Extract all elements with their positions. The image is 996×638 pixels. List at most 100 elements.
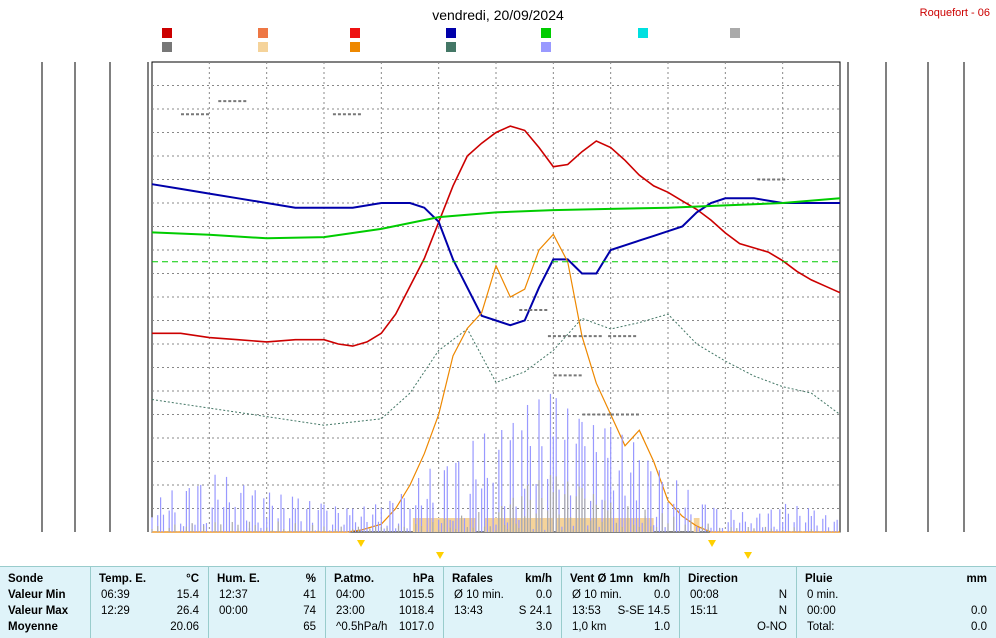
stats-header-name: Vent Ø 1mn: [570, 573, 634, 585]
stats-time: ^0.5hPa/h: [336, 621, 388, 633]
stats-row: 12:29 26.4: [91, 603, 209, 619]
stats-row: Total: 0.0: [797, 619, 996, 635]
stats-value: 0.0: [536, 589, 552, 601]
stats-header: Hum. E.%: [209, 571, 326, 587]
stats-time: Ø 10 min.: [572, 589, 622, 601]
stats-value: 41: [303, 589, 316, 601]
stats-header: P.atmo. hPa: [326, 571, 444, 587]
legend-swatch: [350, 28, 360, 38]
stats-time: 00:00: [807, 605, 836, 617]
stats-column: Direction 00:08 N 15:11 N O-NO: [679, 567, 797, 638]
stats-header-name: Temp. E.: [99, 573, 147, 585]
marker-triangle: [436, 552, 444, 559]
legend-swatch: [541, 42, 551, 52]
stats-value: 0.0: [971, 621, 987, 633]
stats-value: N: [778, 589, 787, 601]
stats-header: Sonde: [0, 571, 90, 587]
stats-value: 1.0: [654, 621, 670, 633]
stats-time: 1,0 km: [572, 621, 607, 633]
legend-swatch: [446, 28, 456, 38]
stats-header: Rafales km/h: [444, 571, 562, 587]
stats-header-unit: km/h: [643, 573, 670, 585]
series-lines: [151, 100, 841, 533]
legend-swatch: [258, 42, 268, 52]
weather-chart: vendredi, 20/09/2024 Roquefort - 06: [41, 7, 990, 559]
stats-header-name: Sonde: [8, 573, 44, 585]
stats-header-unit: °C: [186, 573, 199, 585]
stats-row-label: Valeur Max: [8, 605, 69, 617]
stats-time: 00:00: [219, 605, 248, 617]
marker-triangle: [357, 540, 365, 547]
stats-header-name: P.atmo.: [334, 573, 375, 585]
stats-value: 65: [303, 621, 316, 633]
stats-header-name: Direction: [688, 573, 738, 585]
stats-value: 15.4: [176, 589, 199, 601]
legend-swatch: [446, 42, 456, 52]
stats-row: 04:00 1015.5: [326, 587, 444, 603]
chart-title: vendredi, 20/09/2024: [432, 7, 564, 23]
stats-row: ^0.5hPa/h 1017.0: [326, 619, 444, 635]
stats-time: 0 min.: [807, 589, 839, 601]
stats-row: O-NO: [680, 619, 797, 635]
stats-column: Rafales km/h Ø 10 min. 0.0 13:43 S 24.1 3.0: [443, 567, 562, 638]
series-line: [151, 183, 840, 327]
stats-row: 12:37 41: [209, 587, 326, 603]
stats-value: 3.0: [536, 621, 552, 633]
stats-row: 20.06: [91, 619, 209, 635]
stats-header-name: Pluie: [805, 573, 833, 585]
legend-swatch: [730, 28, 740, 38]
stats-column: Hum. E.% 12:37 41 00:00 74 65: [208, 567, 326, 638]
stats-header-unit: km/h: [525, 573, 552, 585]
stats-row: 1,0 km 1.0: [562, 619, 680, 635]
time-markers: [357, 540, 752, 559]
stats-row: 3.0: [444, 619, 562, 635]
series-line: [152, 233, 840, 533]
legend-swatch: [350, 42, 360, 52]
stats-value: 0.0: [654, 589, 670, 601]
station-name: Roquefort - 06: [920, 7, 990, 19]
stats-panel: Sonde Valeur Min Valeur Max Moyenne Temp. E.…: [0, 566, 996, 638]
legend-swatch: [162, 42, 172, 52]
stats-time: Ø 10 min.: [454, 589, 504, 601]
stats-value: S 24.1: [518, 605, 552, 617]
series-line: [151, 197, 841, 240]
stats-header: Direction: [680, 571, 797, 587]
stats-value: 26.4: [176, 605, 199, 617]
sunshine-bar: [458, 518, 476, 532]
stats-value: 0.0: [971, 605, 987, 617]
marker-triangle: [744, 552, 752, 559]
legend-swatch: [638, 28, 648, 38]
stats-value: 20.06: [170, 621, 199, 633]
stats-time: Total:: [807, 621, 835, 633]
stats-value: 74: [303, 605, 316, 617]
stats-header: Pluie mm: [797, 571, 996, 587]
stats-value: N: [778, 605, 787, 617]
axes: [41, 62, 965, 532]
sunshine-bar: [412, 518, 459, 532]
stats-row-label: Valeur Min: [8, 589, 66, 601]
legend-swatch: [258, 28, 268, 38]
stats-column: P.atmo. hPa 04:00 1015.5 23:00 1018.4 ^0.5hPa/…: [325, 567, 444, 638]
stats-row: Valeur Max: [0, 603, 90, 619]
stats-header-name: Hum. E.: [217, 573, 260, 585]
stats-column: Temp. E. °C 06:39 15.4 12:29 26.4 20.06: [90, 567, 209, 638]
stats-time: 13:43: [454, 605, 483, 617]
stats-time: 04:00: [336, 589, 365, 601]
stats-header-unit: mm: [966, 573, 987, 585]
stats-header-unit: %: [305, 573, 316, 585]
legend-swatch: [162, 28, 172, 38]
stats-row: 00:00 74: [209, 603, 326, 619]
stats-row: 23:00 1018.4: [326, 603, 444, 619]
stats-header: Vent Ø 1mn km/h: [562, 571, 680, 587]
stats-time: 13:53: [572, 605, 601, 617]
stats-time: 23:00: [336, 605, 365, 617]
stats-time: 06:39: [101, 589, 130, 601]
stats-row: Ø 10 min. 0.0: [562, 587, 680, 603]
stats-column: Pluie mm 0 min. 00:00 0.0 Total: 0.0: [796, 567, 996, 638]
stats-header-unit: hPa: [412, 573, 434, 585]
stats-row: 00:08 N: [680, 587, 797, 603]
stats-row-label: Moyenne: [8, 621, 58, 633]
stats-row: 0 min.: [797, 587, 996, 603]
series-line: [152, 125, 841, 347]
stats-row: Moyenne: [0, 619, 90, 635]
